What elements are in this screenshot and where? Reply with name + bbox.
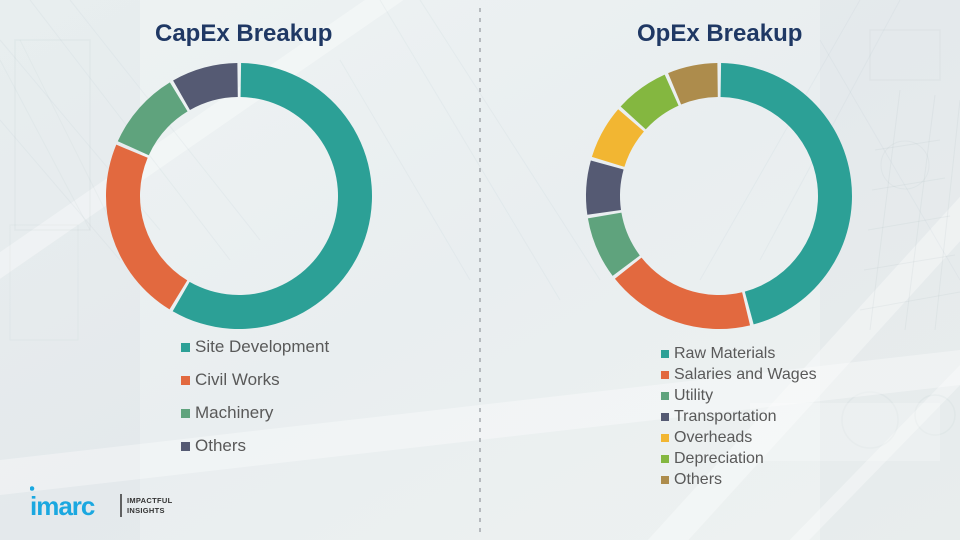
svg-text:IMPACTFUL: IMPACTFUL [127,496,173,505]
svg-text:INSIGHTS: INSIGHTS [127,506,165,515]
svg-text:imarc: imarc [30,491,95,521]
